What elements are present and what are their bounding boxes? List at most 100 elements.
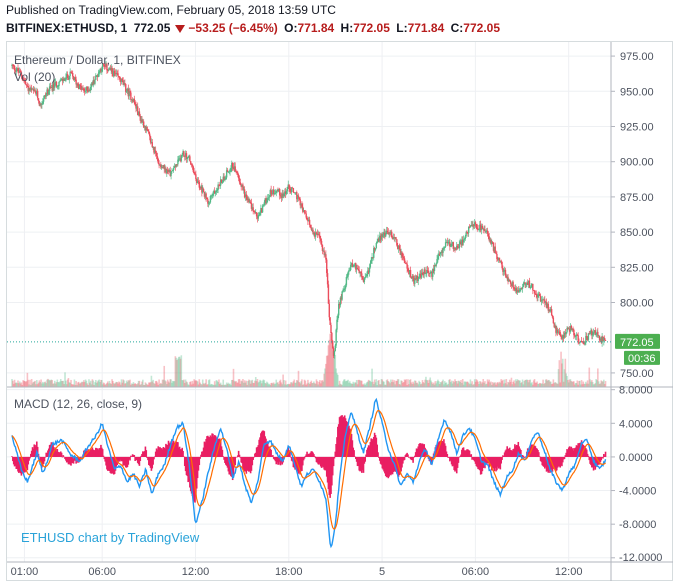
volume-bar — [233, 380, 236, 387]
macd-histogram-bar — [378, 456, 380, 458]
volume-bar — [550, 384, 553, 387]
volume-bar — [317, 384, 319, 387]
volume-bar — [427, 382, 430, 387]
candle-body — [53, 83, 55, 88]
candle-body — [189, 156, 191, 162]
macd-histogram-bar — [194, 456, 196, 503]
volume-bar — [444, 382, 447, 387]
volume-bar — [206, 384, 208, 387]
volume-bar — [549, 381, 552, 387]
volume-bar — [341, 384, 343, 387]
volume-bar — [458, 380, 461, 387]
volume-bar — [526, 379, 528, 387]
volume-bar — [573, 381, 575, 387]
candle-body — [536, 295, 538, 298]
open-label: O: — [284, 21, 298, 35]
macd-histogram-bar — [490, 456, 493, 471]
volume-bar — [212, 384, 214, 387]
candle-body — [166, 169, 169, 171]
candle-body — [175, 164, 177, 167]
volume-bar — [209, 384, 212, 387]
volume-bar — [576, 380, 579, 387]
volume-bars — [11, 332, 607, 387]
candle-body — [339, 297, 342, 306]
candle-body — [400, 252, 402, 255]
candle-body — [48, 90, 50, 95]
symbol-label: BITFINEX:ETHUSD, 1 — [6, 21, 128, 35]
candle-body — [316, 233, 319, 235]
volume-bar — [489, 382, 491, 387]
candle-body — [292, 188, 295, 193]
macd-histogram-bar — [130, 455, 132, 457]
macd-histogram-bar — [495, 456, 497, 472]
volume-bar — [449, 382, 452, 387]
candle-body — [169, 169, 171, 176]
macd-histogram-bar — [257, 445, 260, 457]
candle-body — [530, 286, 532, 288]
macd-histogram-bar — [98, 448, 101, 457]
volume-bar — [368, 380, 371, 387]
macd-histogram-bar — [154, 451, 157, 457]
candle-body — [370, 261, 372, 264]
volume-bar — [83, 382, 86, 387]
candle-body — [311, 229, 313, 231]
macd-histogram-bar — [63, 456, 65, 458]
price-tick-label: 950.00 — [620, 86, 654, 98]
volume-bar — [562, 381, 565, 387]
candle-body — [239, 182, 242, 185]
macd-histogram-bar — [103, 456, 106, 460]
volume-bar — [496, 382, 498, 387]
volume-bar — [355, 382, 357, 387]
macd-histogram-bar — [485, 456, 487, 465]
macd-histogram-bar — [77, 456, 80, 463]
macd-histogram-bar — [537, 450, 539, 457]
macd-histogram-bar — [330, 456, 332, 494]
macd-histogram-bar — [372, 438, 374, 457]
candle-body — [410, 277, 413, 279]
volume-bar — [524, 379, 526, 387]
volume-bar — [271, 382, 273, 387]
macd-histogram-bar — [93, 449, 95, 457]
candle-body — [139, 115, 141, 121]
macd-histogram-bar — [232, 456, 235, 476]
macd-histogram-bar — [228, 456, 231, 475]
candle-body — [39, 103, 41, 106]
volume-bar — [197, 384, 200, 387]
macd-histogram-bar — [84, 448, 87, 457]
candle-body — [30, 88, 32, 91]
candle-body — [198, 181, 200, 188]
macd-histogram-bar — [213, 436, 215, 457]
candle-body — [268, 196, 271, 198]
candle-body — [444, 242, 447, 247]
macd-histogram-bar — [199, 456, 201, 459]
macd-histogram-bar — [567, 447, 570, 457]
candle-body — [498, 257, 501, 261]
macd-histogram-bar — [562, 456, 565, 460]
candle-body — [25, 84, 28, 86]
volume-bar — [266, 381, 268, 387]
macd-histogram-bar — [36, 441, 38, 457]
volume-bar — [171, 380, 174, 387]
volume-bar — [492, 383, 495, 387]
volume-bar — [65, 384, 68, 387]
macd-histogram-bar — [143, 451, 146, 457]
volume-bar — [506, 384, 508, 387]
volume-bar — [349, 381, 351, 387]
volume-bar — [82, 382, 84, 387]
candle-body — [281, 193, 283, 198]
candle-body — [18, 71, 20, 73]
candle-body — [550, 309, 552, 312]
volume-bar — [72, 384, 75, 387]
volume-bar — [113, 383, 116, 387]
candle-body — [294, 192, 296, 194]
candle-body — [597, 335, 600, 337]
volume-bar — [485, 383, 488, 387]
volume-bar — [70, 379, 72, 387]
candle-body — [388, 232, 390, 235]
macd-histogram-bar — [110, 456, 113, 474]
candle-body — [255, 212, 258, 217]
volume-bar — [588, 367, 591, 387]
candle-body — [465, 232, 467, 237]
macd-histogram-bar — [164, 448, 166, 457]
